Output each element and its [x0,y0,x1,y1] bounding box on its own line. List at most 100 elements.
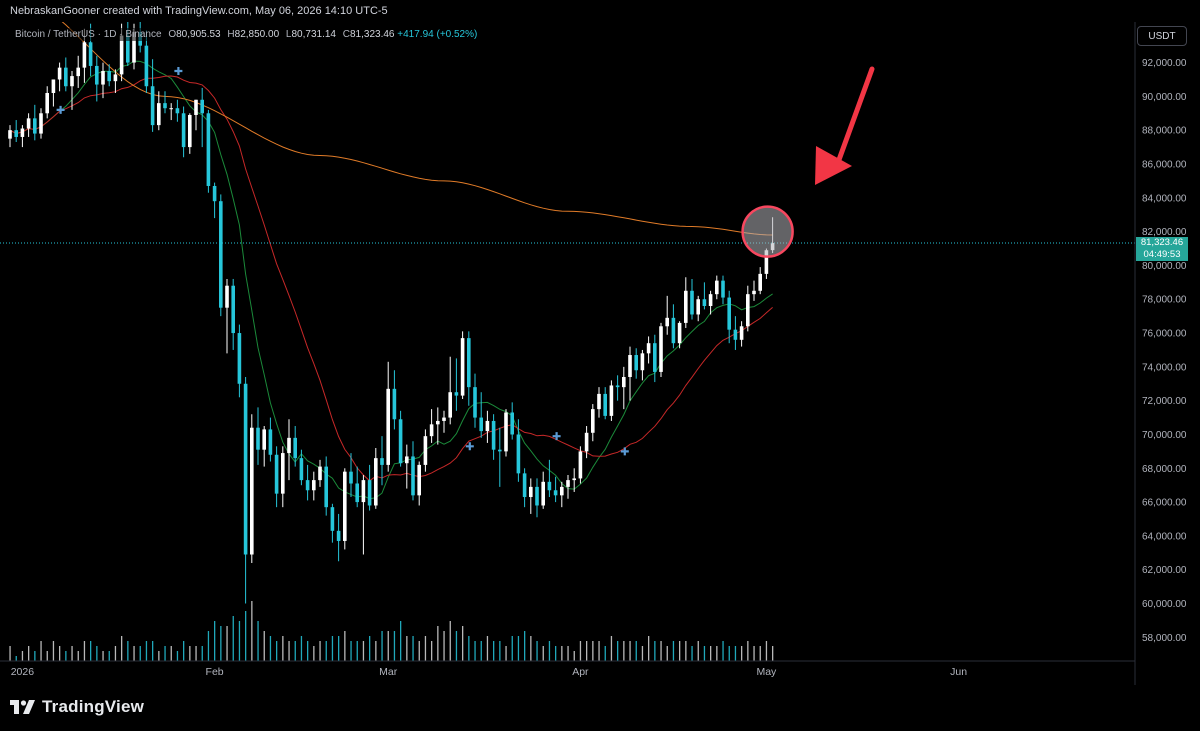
candle [405,444,409,489]
candle-body [392,388,397,420]
change-value: +417.94 (+0.52%) [397,29,478,40]
volume-bar [52,641,55,661]
candle [188,113,192,154]
candle [752,280,756,301]
candle-body [386,388,390,465]
tradingview-logo[interactable]: TradingView [10,697,144,717]
volume-bar [158,651,160,661]
candle [473,373,477,428]
candle [268,417,273,462]
close-value: 81,323.46 [350,29,395,40]
candle-body [485,420,490,432]
price-tick-label: 68,000.00 [1142,464,1187,475]
candle-body [336,530,341,541]
volume-bar [90,641,92,661]
volume-bar [145,641,148,661]
open-value: 80,905.53 [176,29,221,40]
volume-bar [592,641,594,661]
volume-bar [183,641,185,661]
candle [355,466,359,508]
candle-body [553,490,558,496]
volume-bar [474,641,476,661]
price-tick-label: 62,000.00 [1142,565,1187,576]
annotation-arrow-head [815,146,852,185]
currency-button[interactable]: USDT [1137,26,1187,46]
volume-bar [424,636,427,661]
volume-bar [586,641,588,661]
candle-body [57,67,62,80]
price-axis[interactable]: 58,000.00 60,000.00 62,000.00 64,000.00 66,0… [1142,58,1187,644]
candle-body [181,113,186,148]
ma-line-100 [61,22,773,236]
volume-bar [468,636,470,661]
candle [398,410,403,467]
candle-body [752,290,756,295]
candle-body [733,329,738,340]
candle [169,103,173,121]
volume-bar [406,636,408,661]
candle-body [696,299,700,315]
symbol-name[interactable]: Bitcoin / TetherUS · 1D · Binance [15,29,162,40]
candle-body [126,35,130,63]
volume-bar [381,631,383,661]
volume-bar [691,646,693,661]
candle-body [243,383,248,555]
price-tick-label: 60,000.00 [1142,599,1187,610]
price-tick-label: 66,000.00 [1142,498,1187,509]
plus-marker-icon [174,67,183,76]
candle-body [250,427,254,555]
volume-bars [9,601,774,661]
annotation [741,66,875,258]
volume-bar [189,646,191,661]
volume-bar [561,646,563,661]
candle [721,275,725,305]
annotation-arrow-shaft [833,66,875,171]
volume-bar [716,646,718,661]
candle [336,513,341,562]
volume-bar [400,621,402,661]
candle-body [144,45,149,87]
volume-bar [238,621,241,661]
candle-body [721,280,725,298]
candle-body [584,432,589,452]
candle-body [367,480,372,506]
candle [39,108,43,139]
time-axis[interactable]: 2026 Feb Mar Apr May Jun [11,666,968,678]
candle-body [88,42,93,66]
price-tick-label: 90,000.00 [1142,92,1187,103]
volume-bar [505,646,507,661]
candle-body [640,353,645,371]
tradingview-logo-icon [10,700,35,714]
volume-bar [40,641,42,661]
candle [64,57,68,92]
volume-bar [201,646,203,661]
candle-body [646,343,651,354]
volume-bar [46,651,48,661]
volume-bar [28,646,30,661]
candle [45,86,49,119]
candle-body [70,76,74,87]
candle-body [454,392,459,396]
candle-body [76,67,80,77]
candle-body [361,480,366,503]
volume-bar [443,631,445,661]
candle [622,366,626,410]
candle-body [225,285,229,308]
volume-bar [257,621,259,661]
candle-body [690,290,694,315]
candle-body [212,185,217,202]
low-value: 80,731.14 [291,29,336,40]
volume-bar [114,646,117,661]
volume-bar [319,641,321,661]
candle [584,426,589,459]
candle [343,468,347,550]
candle-body [8,130,12,139]
candle-body [516,434,521,474]
candle-body [64,67,68,87]
candle-body [677,322,682,344]
candle [225,278,229,354]
candle-body [423,436,428,465]
price-chart[interactable]: 58,000.00 60,000.00 62,000.00 64,000.00 66,0… [0,22,1200,685]
volume-bar [542,646,544,661]
time-tick-label: Feb [206,666,224,678]
